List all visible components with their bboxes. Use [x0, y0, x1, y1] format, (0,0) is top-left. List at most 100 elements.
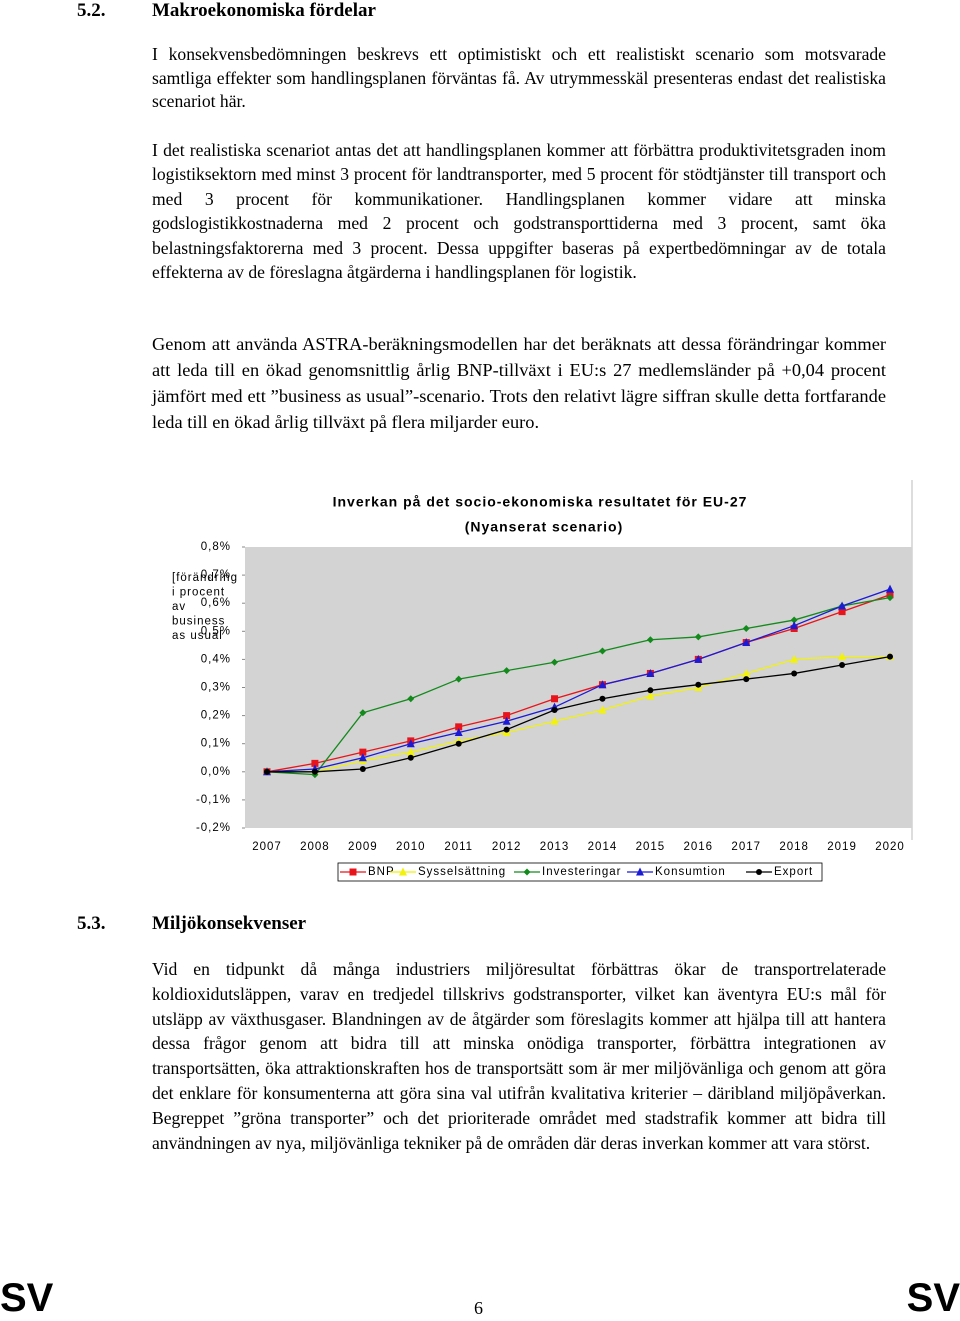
point — [598, 647, 606, 655]
point — [359, 765, 366, 772]
point — [646, 668, 655, 677]
series-line — [266, 588, 891, 773]
chart-title: Inverkan på det socio-ekonomiska resulta… — [333, 494, 748, 510]
point — [407, 754, 414, 761]
point — [359, 748, 367, 756]
point — [646, 636, 654, 644]
legend-item: Investeringar — [514, 866, 621, 878]
x-tick-label: 2009 — [348, 841, 378, 853]
footer-language: SV — [906, 1276, 960, 1320]
section-title: Makroekonomiska fördelar — [152, 0, 376, 21]
point — [694, 654, 703, 663]
x-tick-label: 2013 — [540, 841, 570, 853]
legend-label: Export — [774, 866, 813, 878]
point — [887, 653, 893, 660]
legend-marker — [756, 869, 762, 875]
point — [454, 727, 463, 736]
point — [359, 709, 367, 717]
x-tick-label: 2015 — [636, 841, 666, 853]
point — [790, 654, 799, 663]
point — [311, 768, 318, 775]
point — [502, 716, 511, 725]
series-line — [267, 655, 891, 773]
point — [838, 601, 847, 610]
x-tick-label: 2020 — [875, 841, 905, 853]
y-tick-label: 0,5% — [201, 625, 231, 637]
footer-language: SV — [0, 1276, 54, 1320]
point — [503, 712, 511, 720]
y-tick-label: 0,0% — [201, 766, 231, 778]
section-title: Miljökonsekvenser — [152, 913, 307, 934]
point — [264, 768, 270, 775]
point — [551, 706, 558, 713]
point — [886, 584, 894, 593]
y-tick-label: 0,4% — [201, 653, 231, 665]
y-axis-title: [förändring i procent av business as usual — [172, 572, 238, 642]
chart-subtitle: (Nyanserat scenario) — [465, 519, 624, 535]
point — [839, 662, 846, 669]
point — [695, 681, 702, 688]
point — [455, 723, 463, 731]
point — [647, 687, 654, 694]
point — [407, 695, 415, 703]
legend-label: Sysselsättning — [418, 866, 506, 878]
point — [598, 705, 607, 714]
x-tick-label: 2014 — [588, 841, 618, 853]
point — [743, 676, 750, 683]
point — [790, 621, 799, 630]
point — [503, 667, 511, 675]
point — [694, 633, 702, 641]
paragraph: Genom att använda ASTRA-beräkningsmodell… — [152, 334, 886, 432]
legend-label: BNP — [368, 866, 395, 878]
x-tick-label: 2017 — [731, 841, 761, 853]
legend-box — [337, 862, 823, 882]
series-line — [267, 655, 890, 773]
point — [886, 594, 894, 602]
y-tick-label: 0,3% — [201, 682, 231, 694]
x-tick-label: 2010 — [396, 841, 426, 853]
x-tick-label: 2011 — [444, 841, 473, 853]
point — [838, 608, 846, 616]
y-tick-label: 0,2% — [201, 710, 231, 722]
x-tick-label: 2019 — [827, 841, 857, 853]
point — [406, 747, 415, 756]
x-tick-label: 2007 — [252, 841, 282, 853]
legend-item: Konsumtion — [627, 866, 726, 878]
point — [646, 691, 655, 700]
point — [551, 658, 559, 666]
point — [358, 753, 367, 762]
series-line — [266, 596, 891, 776]
series-line — [266, 594, 891, 773]
y-tick-label: -0,2% — [196, 822, 231, 834]
point — [790, 616, 798, 624]
point — [550, 716, 559, 725]
legend-item: BNP — [340, 866, 395, 878]
x-tick-label: 2008 — [300, 841, 330, 853]
x-tick-label: 2012 — [492, 841, 522, 853]
point — [455, 675, 463, 683]
y-tick-label: 0,6% — [201, 597, 231, 609]
point — [598, 680, 607, 689]
point — [311, 759, 319, 767]
legend-label: Konsumtion — [655, 866, 726, 878]
point — [406, 739, 415, 748]
y-tick-label: 0,8% — [201, 541, 231, 553]
point — [599, 695, 606, 702]
legend-marker — [399, 867, 407, 876]
point — [742, 668, 751, 677]
y-tick-label: 0,7% — [201, 569, 231, 581]
legend-item: Sysselsättning — [390, 866, 506, 878]
point — [742, 638, 751, 647]
paragraph: Vid en tidpunkt då många industriers mil… — [152, 959, 886, 1153]
x-tick-label: 2018 — [779, 841, 809, 853]
point — [838, 652, 847, 661]
plot-area — [245, 547, 912, 828]
x-tick-label: 2016 — [684, 841, 714, 853]
point — [503, 726, 510, 733]
section-number: 5.3. — [77, 913, 106, 934]
point — [791, 670, 798, 677]
legend-label: Investeringar — [542, 866, 621, 878]
paragraph: I det realistiska scenariot antas det at… — [152, 140, 886, 283]
